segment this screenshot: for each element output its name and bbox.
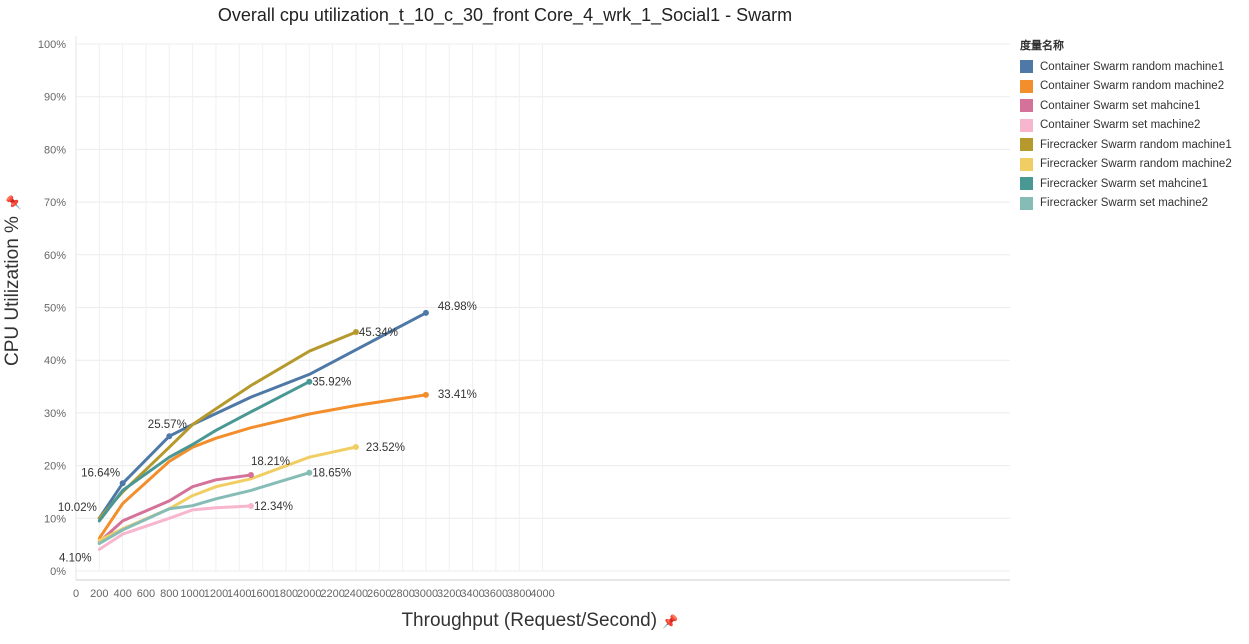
y-tick-label: 10% [44,513,66,525]
series-lines [97,311,428,551]
x-tick-label: 2000 [297,588,321,600]
data-label: 10.02% [58,502,97,514]
data-labels: 48.98% 25.57% 16.64% 10.02% 33.41% 18.21% 12.3… [58,301,477,565]
x-tick-label: 200 [90,588,108,600]
legend-swatch [1020,157,1033,171]
pin-icon[interactable]: 📌 [662,614,679,629]
legend-item[interactable]: Firecracker Swarm set mahcine1 [1020,174,1248,194]
data-label: 25.57% [148,419,187,431]
legend-swatch [1020,177,1033,191]
x-tick-label: 2400 [344,588,368,600]
y-tick-label: 100% [38,39,66,51]
series-line [97,380,311,523]
data-label: 33.41% [438,389,477,401]
legend-item[interactable]: Container Swarm set machine2 [1020,116,1248,136]
data-label: 35.92% [312,377,351,389]
x-tick-label: 1600 [250,588,274,600]
legend-swatch [1020,60,1033,74]
y-tick-label: 20% [44,461,66,473]
axes: 0% 10% 20% 30% 40% 50% 60% 70% 80% 90% 100% 0 200 400… [38,36,1010,600]
data-point [247,502,254,509]
legend-items: Container Swarm random machine1 Container… [1020,57,1248,213]
data-label: 4.10% [59,552,92,564]
y-axis-label: CPU Utilization % [2,216,23,366]
data-label: 45.34% [359,327,398,339]
data-label: 18.65% [312,468,351,480]
y-tick-label: 70% [44,197,66,209]
legend-label: Firecracker Swarm random machine2 [1040,158,1232,171]
y-tick-label: 80% [44,144,66,156]
legend-label: Container Swarm random machine2 [1040,80,1225,93]
x-tick-label: 2200 [320,588,344,600]
series-line [97,393,428,540]
legend-label: Container Swarm set machine2 [1040,119,1201,132]
legend-swatch [1020,196,1033,210]
y-tick-label: 60% [44,250,66,262]
series-line [97,445,358,542]
data-point [352,444,359,451]
legend-item[interactable]: Firecracker Swarm random machine1 [1020,135,1248,155]
data-point [247,472,254,479]
legend-swatch [1020,138,1033,152]
x-tick-label: 1400 [227,588,251,600]
legend-item[interactable]: Firecracker Swarm set machine2 [1020,194,1248,214]
legend-label: Container Swarm random machine1 [1040,60,1225,73]
legend-item[interactable]: Container Swarm random machine2 [1020,77,1248,97]
legend: 度量名称 Container Swarm random machine1 Cont… [1020,37,1248,213]
legend-swatch [1020,99,1033,113]
data-label: 48.98% [438,301,477,313]
x-tick-label: 0 [73,588,79,600]
legend-label: Firecracker Swarm set mahcine1 [1040,177,1209,190]
x-tick-label: 1800 [274,588,298,600]
data-point [306,469,313,476]
data-point [422,309,429,316]
x-tick-label: 3600 [484,588,508,600]
data-point [422,391,429,398]
x-tick-label: 3400 [460,588,484,600]
legend-label: Firecracker Swarm set machine2 [1040,197,1209,210]
x-tick-label: 3800 [507,588,531,600]
x-tick-label: 600 [137,588,155,600]
data-label: 23.52% [366,442,405,454]
x-tick-label: 2600 [367,588,391,600]
data-label: 16.64% [81,467,120,479]
x-tick-label: 3000 [414,588,438,600]
y-tick-label: 0% [50,566,66,578]
x-tick-label: 1000 [180,588,204,600]
x-tick-label: 4000 [530,588,554,600]
x-axis-title: Throughput (Request/Second) 📌 [330,610,750,632]
y-tick-label: 40% [44,355,66,367]
legend-item[interactable]: Container Swarm set mahcine1 [1020,96,1248,116]
grid-lines [75,43,1010,572]
data-point [166,433,173,440]
pin-icon[interactable]: 📌 [6,194,21,211]
y-tick-label: 30% [44,408,66,420]
x-tick-label: 1200 [204,588,228,600]
legend-swatch [1020,118,1033,132]
y-tick-label: 90% [44,92,66,104]
legend-title: 度量名称 [1020,40,1064,52]
legend-item[interactable]: Firecracker Swarm random machine2 [1020,155,1248,175]
data-point [352,329,359,336]
series-line [97,473,253,544]
x-tick-label: 2800 [390,588,414,600]
chart-title: Overall cpu utilization_t_10_c_30_front … [217,5,793,25]
series-line [97,471,311,546]
legend-label: Firecracker Swarm random machine1 [1040,138,1232,151]
data-point [119,480,126,487]
x-tick-label: 800 [160,588,178,600]
x-axis-label: Throughput (Request/Second) [401,610,658,631]
x-tick-label: 3200 [437,588,461,600]
legend-swatch [1020,79,1033,93]
x-tick-label: 400 [113,588,131,600]
data-label: 18.21% [251,456,290,468]
data-label: 12.34% [254,501,293,513]
legend-item[interactable]: Container Swarm random machine1 [1020,57,1248,77]
y-tick-label: 50% [44,303,66,315]
y-axis-title: CPU Utilization % 📌 [2,195,24,366]
legend-label: Container Swarm set mahcine1 [1040,99,1201,112]
data-point [306,378,313,385]
series-line [97,504,253,551]
